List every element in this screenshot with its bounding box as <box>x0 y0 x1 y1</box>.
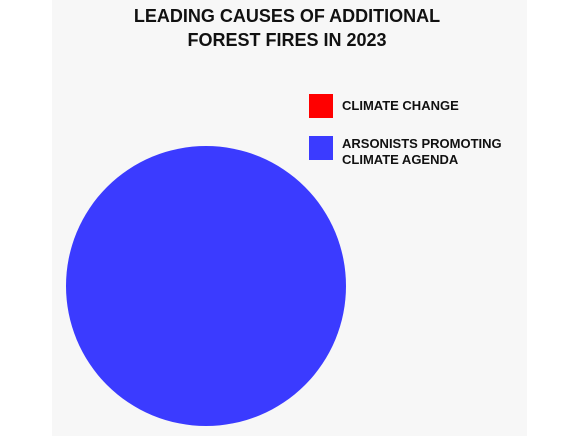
legend-swatch <box>309 94 333 118</box>
legend-label: ARSONISTS PROMOTING CLIMATE AGENDA <box>342 136 502 167</box>
chart-title: LEADING CAUSES OF ADDITIONAL FOREST FIRE… <box>133 6 441 50</box>
legend-swatch <box>309 136 333 160</box>
pie-slice <box>66 146 346 426</box>
legend-item: ARSONISTS PROMOTING CLIMATE AGENDA <box>309 136 522 168</box>
legend-label: CLIMATE CHANGE <box>342 98 459 113</box>
legend-item: CLIMATE CHANGE <box>309 94 522 118</box>
